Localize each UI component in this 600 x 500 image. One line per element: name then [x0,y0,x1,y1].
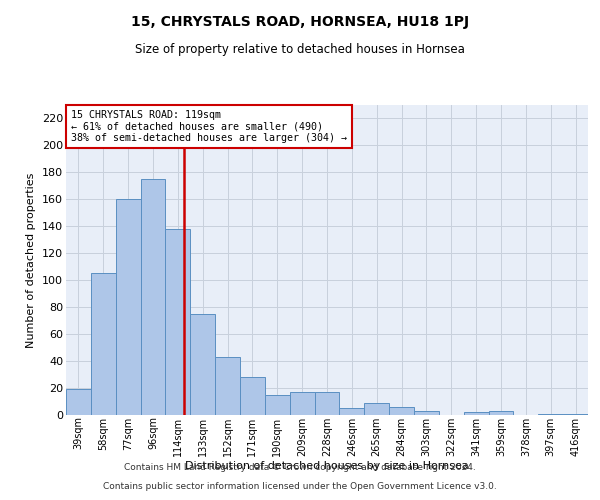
Bar [166,229,190,415]
Bar [66,390,91,415]
Bar [140,179,166,415]
Bar [290,392,314,415]
Text: 15, CHRYSTALS ROAD, HORNSEA, HU18 1PJ: 15, CHRYSTALS ROAD, HORNSEA, HU18 1PJ [131,15,469,29]
Bar [91,274,116,415]
Bar [389,407,414,415]
Text: Contains HM Land Registry data © Crown copyright and database right 2024.: Contains HM Land Registry data © Crown c… [124,464,476,472]
Bar [116,200,140,415]
Text: Contains public sector information licensed under the Open Government Licence v3: Contains public sector information licen… [103,482,497,491]
Bar [488,411,514,415]
Text: Size of property relative to detached houses in Hornsea: Size of property relative to detached ho… [135,42,465,56]
Bar [538,414,563,415]
Bar [563,414,588,415]
Y-axis label: Number of detached properties: Number of detached properties [26,172,37,348]
Bar [414,411,439,415]
Bar [215,357,240,415]
Bar [364,403,389,415]
Bar [190,314,215,415]
Bar [464,412,488,415]
Bar [340,408,364,415]
Bar [240,378,265,415]
Bar [265,395,290,415]
X-axis label: Distribution of detached houses by size in Hornsea: Distribution of detached houses by size … [185,462,469,471]
Text: 15 CHRYSTALS ROAD: 119sqm
← 61% of detached houses are smaller (490)
38% of semi: 15 CHRYSTALS ROAD: 119sqm ← 61% of detac… [71,110,347,143]
Bar [314,392,340,415]
